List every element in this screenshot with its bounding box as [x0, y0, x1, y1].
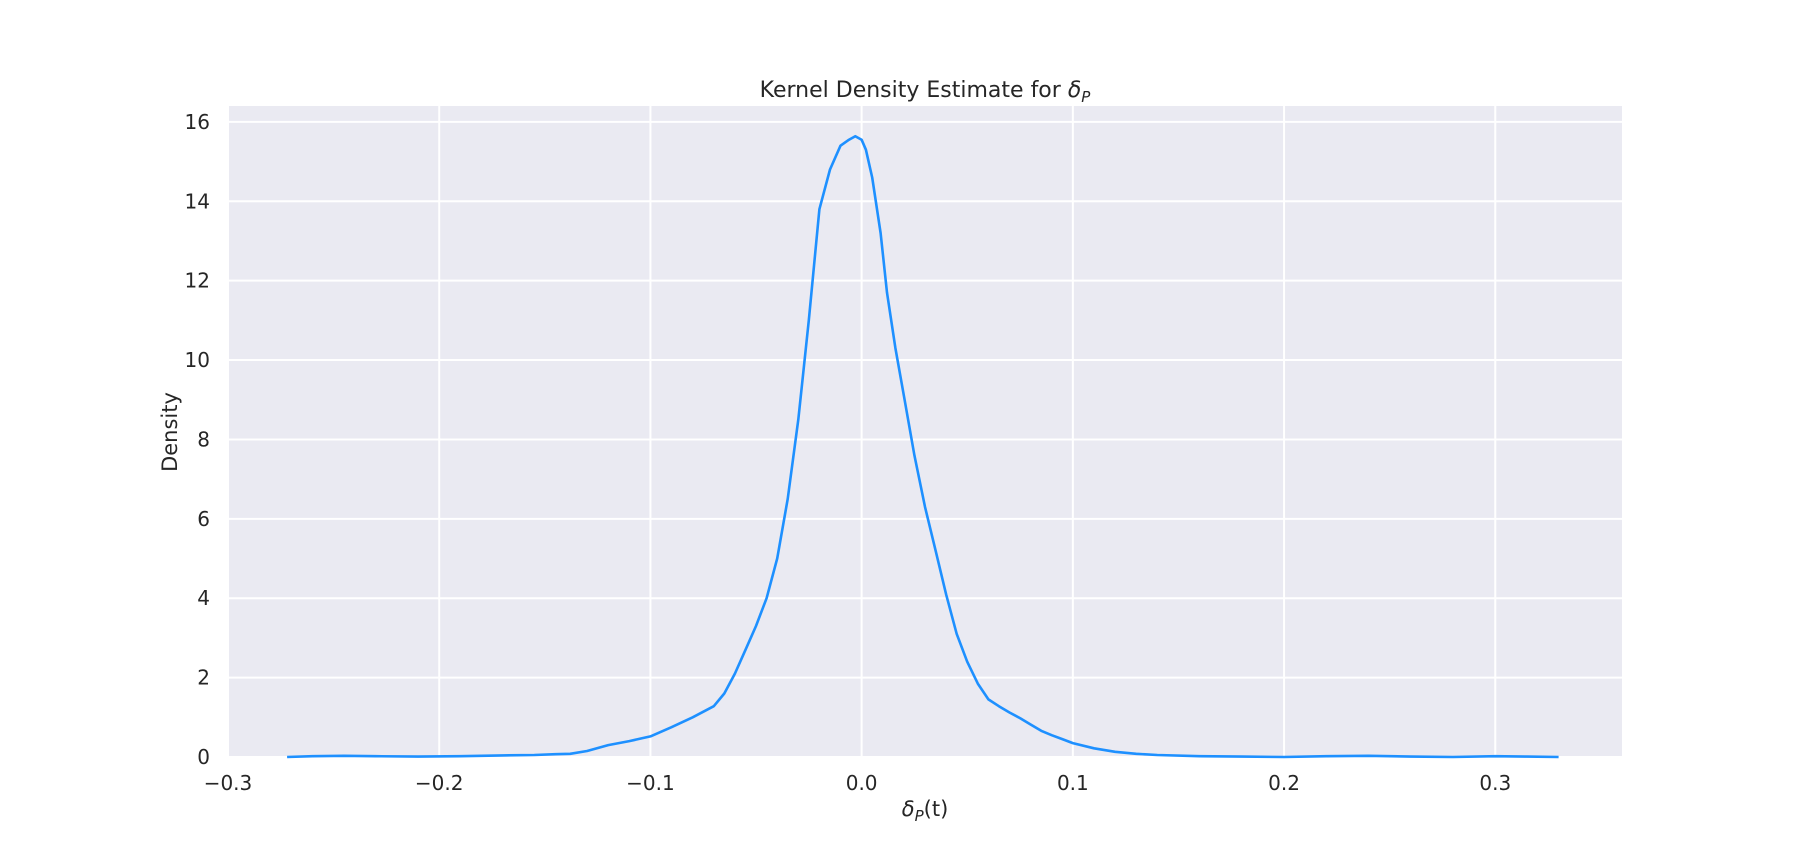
x-axis-title: δP(t) [902, 797, 949, 825]
y-tick-label: 4 [197, 586, 210, 610]
grid [227, 106, 1622, 758]
x-tick-label: −0.2 [415, 771, 464, 795]
x-tick-label: 0.0 [846, 771, 878, 795]
y-tick-label: 16 [185, 110, 210, 134]
plot-area [228, 106, 1622, 757]
y-tick-label: 2 [197, 666, 210, 690]
x-tick-label: 0.3 [1479, 771, 1511, 795]
x-tick-label: −0.1 [626, 771, 675, 795]
y-axis-title: Density [158, 392, 182, 472]
y-tick-label: 0 [197, 745, 210, 769]
y-tick-label: 14 [185, 189, 210, 213]
y-tick-label: 12 [185, 269, 210, 293]
x-tick-label: −0.3 [204, 771, 253, 795]
density-line [287, 134, 1559, 759]
x-axis-ticks: −0.3 −0.2 −0.1 0.0 0.1 0.2 0.3 [204, 771, 1511, 795]
y-axis-ticks: 0 2 4 6 8 10 12 14 16 [185, 110, 210, 769]
y-tick-label: 8 [197, 427, 210, 451]
chart-title: Kernel Density Estimate for δP [760, 78, 1092, 106]
x-tick-label: 0.2 [1268, 771, 1300, 795]
y-tick-label: 6 [197, 507, 210, 531]
y-tick-label: 10 [185, 348, 210, 372]
x-tick-label: 0.1 [1057, 771, 1089, 795]
